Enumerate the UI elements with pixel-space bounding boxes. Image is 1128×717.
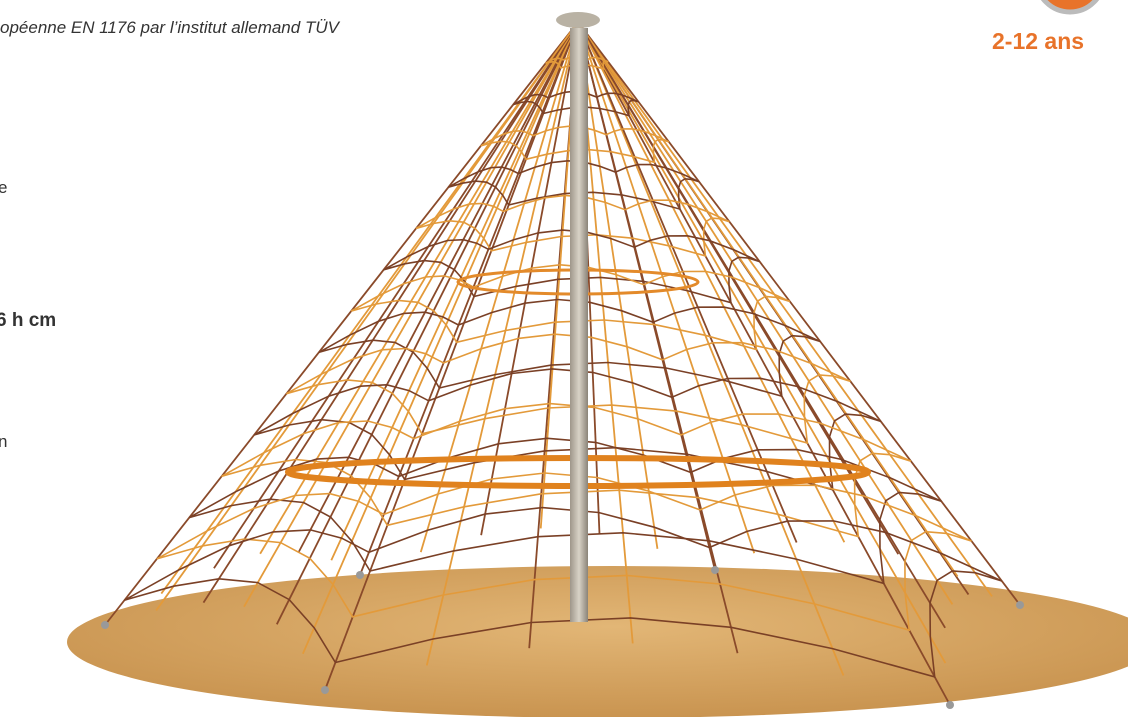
- sand-ground: [67, 566, 1128, 717]
- anchor: [711, 566, 719, 574]
- rope: [155, 21, 579, 611]
- rope: [577, 21, 716, 571]
- age-range: 2-12 ans: [992, 28, 1085, 54]
- rope: [160, 21, 579, 595]
- rope: [480, 21, 579, 536]
- rope: [577, 21, 845, 676]
- rope: [577, 21, 954, 605]
- anchor: [1016, 601, 1024, 609]
- rope: [104, 21, 579, 626]
- rope: [324, 21, 579, 691]
- anchor: [321, 686, 329, 694]
- text-fragment: e: [0, 178, 8, 197]
- dimensions-text: 6 h cm: [0, 310, 57, 331]
- anchor: [946, 701, 954, 709]
- rope-net: [101, 21, 1024, 709]
- rope: [577, 21, 798, 543]
- rope-ring: [188, 437, 942, 585]
- rope-ring: [545, 55, 609, 70]
- rope-ring: [221, 402, 912, 538]
- rope-ring: [480, 125, 670, 164]
- rope-ring: [253, 368, 882, 491]
- rope: [419, 21, 579, 553]
- rope-ring: [124, 506, 1003, 678]
- anchor: [356, 571, 364, 579]
- rope: [202, 21, 579, 604]
- central-pole: [570, 28, 588, 622]
- rope-ring: [415, 194, 730, 257]
- rope-ring: [318, 298, 821, 398]
- rope: [577, 21, 959, 578]
- rope: [302, 21, 579, 655]
- pole-cap: [556, 12, 600, 28]
- norm-text: opéenne EN 1176 par l’institut allemand …: [0, 18, 339, 37]
- rope: [577, 21, 1021, 606]
- rope: [330, 21, 579, 561]
- rope: [577, 21, 846, 543]
- rope: [577, 21, 951, 706]
- rope: [276, 21, 579, 625]
- rope: [213, 21, 579, 569]
- rope: [577, 21, 993, 597]
- rope-ring: [512, 90, 639, 117]
- rope-ring: [156, 472, 972, 632]
- age-badge: [1040, 0, 1100, 15]
- rope-ring: [286, 333, 851, 445]
- rope: [577, 21, 756, 554]
- rope-ring: [383, 229, 760, 304]
- anchor: [101, 621, 109, 629]
- rope: [577, 21, 947, 664]
- rope-ring: [448, 159, 700, 211]
- rope: [243, 21, 579, 608]
- text-fragment: n: [0, 432, 8, 451]
